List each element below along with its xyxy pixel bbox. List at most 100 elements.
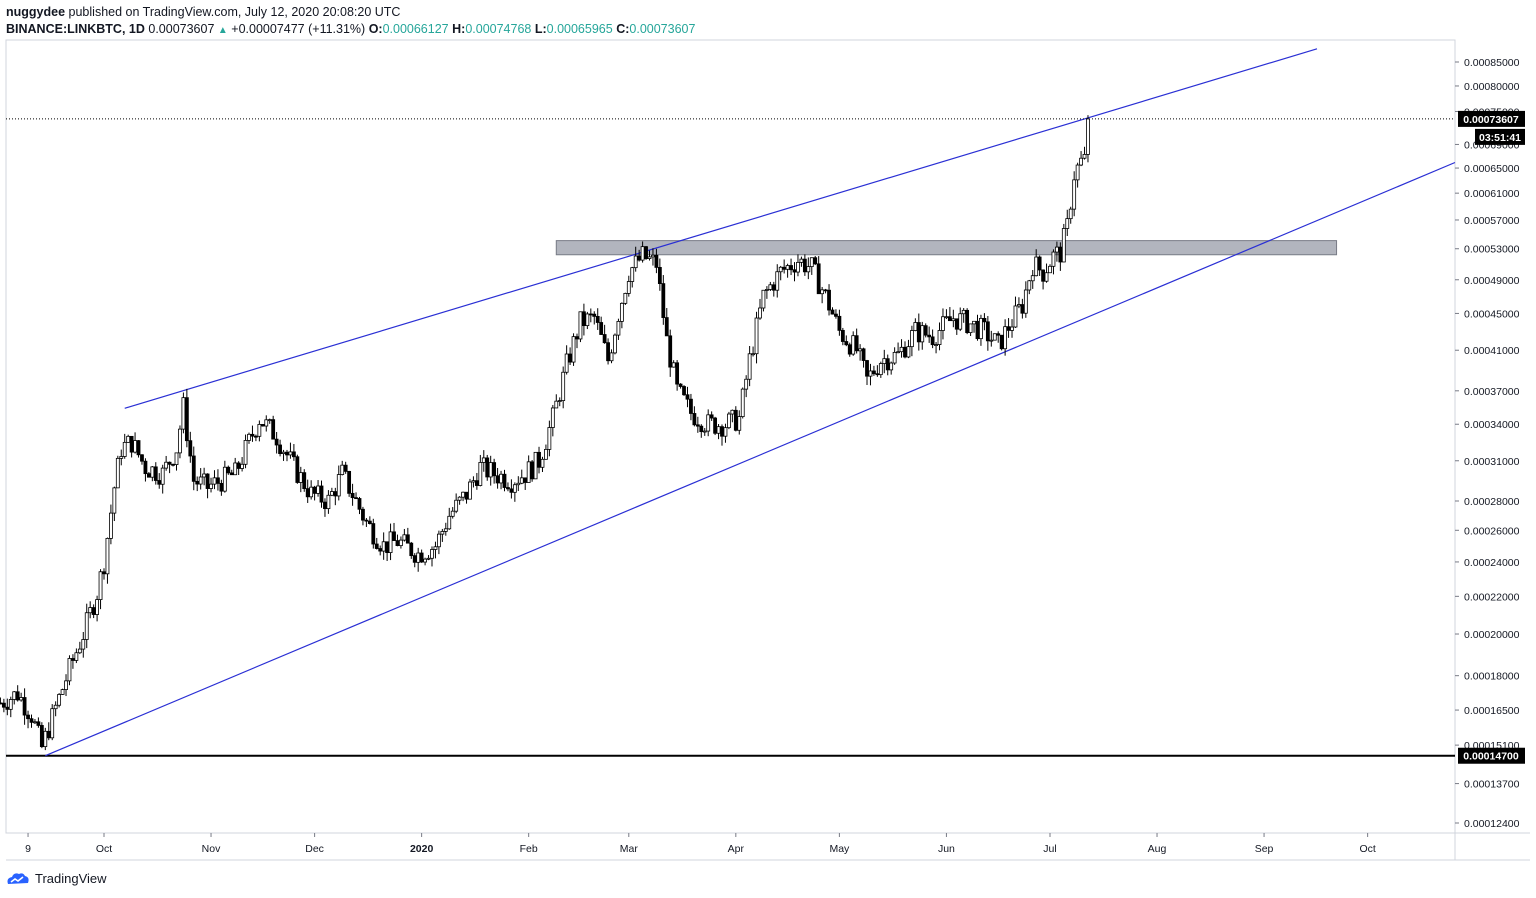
candle[interactable] <box>468 481 472 500</box>
candle[interactable] <box>402 534 407 541</box>
candle[interactable] <box>830 309 835 315</box>
candle[interactable] <box>291 451 296 458</box>
candle[interactable] <box>133 440 137 453</box>
candle[interactable] <box>191 455 196 482</box>
candle[interactable] <box>254 435 258 438</box>
candle[interactable] <box>868 370 873 377</box>
candle[interactable] <box>754 317 759 355</box>
candle[interactable] <box>464 491 469 500</box>
candle[interactable] <box>544 448 548 460</box>
candle[interactable] <box>882 358 887 364</box>
candle[interactable] <box>664 317 669 337</box>
candle[interactable] <box>36 721 41 726</box>
candle[interactable] <box>12 691 17 700</box>
candle[interactable] <box>140 454 144 462</box>
candle[interactable] <box>982 317 987 323</box>
candle[interactable] <box>965 309 970 334</box>
candle[interactable] <box>222 466 227 492</box>
candle[interactable] <box>785 265 790 270</box>
candle[interactable] <box>1010 326 1014 331</box>
candle[interactable] <box>854 335 859 352</box>
candle[interactable] <box>381 541 386 552</box>
candle[interactable] <box>333 491 338 497</box>
candle[interactable] <box>930 336 935 346</box>
candle[interactable] <box>1048 265 1052 274</box>
candle[interactable] <box>516 482 521 486</box>
candle[interactable] <box>488 462 493 478</box>
candle[interactable] <box>492 462 497 477</box>
candle[interactable] <box>920 325 925 343</box>
candle[interactable] <box>371 523 376 545</box>
candle[interactable] <box>312 486 317 494</box>
candle[interactable] <box>575 336 579 340</box>
candle[interactable] <box>184 397 189 442</box>
candle[interactable] <box>198 476 203 485</box>
candle[interactable] <box>447 515 452 530</box>
candle[interactable] <box>74 652 79 661</box>
candle[interactable] <box>374 543 379 549</box>
candle[interactable] <box>1082 153 1087 159</box>
candle[interactable] <box>1055 246 1059 253</box>
candle[interactable] <box>347 470 352 494</box>
candle[interactable] <box>813 257 818 265</box>
candle[interactable] <box>305 488 310 498</box>
candle[interactable] <box>533 451 538 480</box>
candle[interactable] <box>412 555 417 563</box>
candle[interactable] <box>730 409 735 415</box>
candle[interactable] <box>1079 157 1083 166</box>
candle[interactable] <box>761 289 766 309</box>
candle[interactable] <box>1068 208 1073 220</box>
candle[interactable] <box>557 400 562 402</box>
candle[interactable] <box>630 267 635 282</box>
candle[interactable] <box>809 257 814 268</box>
candle[interactable] <box>647 256 652 259</box>
candle[interactable] <box>53 704 58 710</box>
candle[interactable] <box>399 539 403 547</box>
candle[interactable] <box>775 271 780 291</box>
candle[interactable] <box>934 344 938 346</box>
candle[interactable] <box>720 426 724 437</box>
candle[interactable] <box>295 456 300 483</box>
candle[interactable] <box>1023 289 1028 314</box>
candle[interactable] <box>896 351 900 354</box>
candle[interactable] <box>1020 304 1025 314</box>
candle[interactable] <box>644 246 648 259</box>
candle[interactable] <box>5 706 10 710</box>
candle[interactable] <box>274 438 279 446</box>
candle[interactable] <box>968 323 973 334</box>
candle[interactable] <box>174 452 179 466</box>
candle[interactable] <box>550 407 555 428</box>
candle[interactable] <box>951 318 956 322</box>
candle[interactable] <box>806 266 811 273</box>
candle[interactable] <box>481 457 486 463</box>
candle[interactable] <box>461 491 465 498</box>
candle[interactable] <box>619 302 624 322</box>
candle[interactable] <box>1030 275 1035 282</box>
candle[interactable] <box>975 320 980 340</box>
candle[interactable] <box>316 485 320 494</box>
candle[interactable] <box>226 466 231 474</box>
candle[interactable] <box>768 284 773 290</box>
candle[interactable] <box>723 427 728 437</box>
candle[interactable] <box>136 440 141 456</box>
candle[interactable] <box>606 342 610 362</box>
candle[interactable] <box>899 346 904 353</box>
candle[interactable] <box>64 680 68 690</box>
candle[interactable] <box>799 258 804 263</box>
candle[interactable] <box>1034 256 1039 277</box>
candle[interactable] <box>633 255 638 269</box>
candle[interactable] <box>1017 304 1021 307</box>
candle[interactable] <box>699 425 704 433</box>
candle[interactable] <box>336 474 341 497</box>
candle[interactable] <box>702 430 707 433</box>
candle[interactable] <box>160 467 165 485</box>
candle[interactable] <box>71 658 75 661</box>
candle[interactable] <box>95 599 99 615</box>
candle[interactable] <box>744 378 749 390</box>
candle[interactable] <box>419 552 424 563</box>
candle[interactable] <box>115 457 120 489</box>
candle[interactable] <box>216 477 220 484</box>
candle[interactable] <box>1086 118 1090 155</box>
candle[interactable] <box>834 313 838 317</box>
